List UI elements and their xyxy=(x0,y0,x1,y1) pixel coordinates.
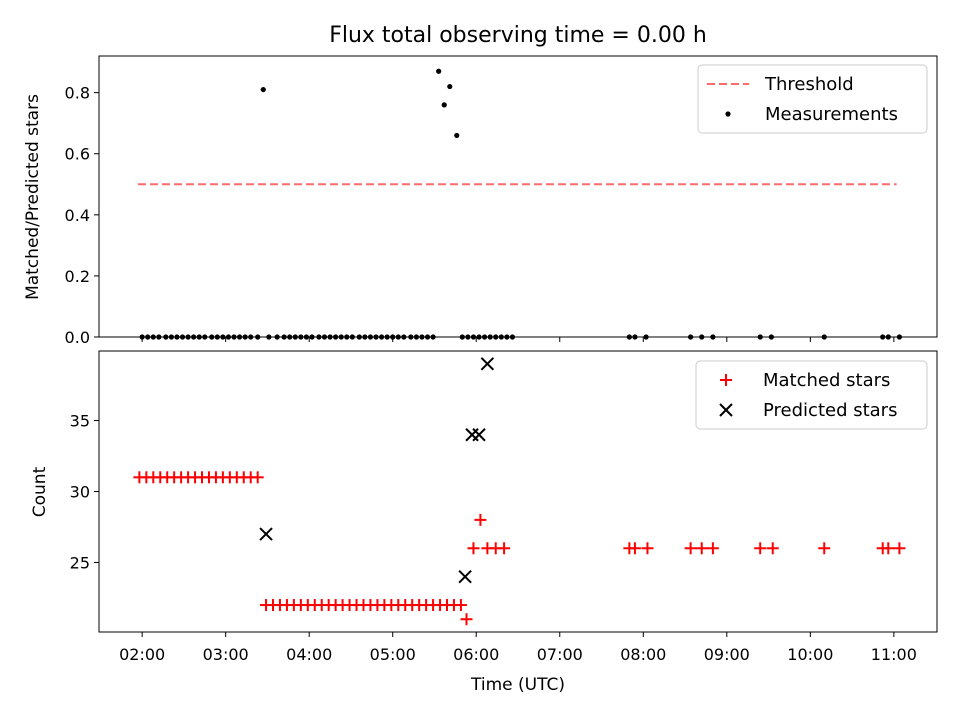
y-tick-label-bottom: 35 xyxy=(70,412,90,431)
y-tick-label-top: 0.0 xyxy=(65,328,90,347)
x-tick-label: 07:00 xyxy=(537,645,583,664)
legend-bottom: Matched stars Predicted stars xyxy=(695,360,928,430)
predicted-star-marker xyxy=(480,357,495,371)
matched-star-marker xyxy=(641,542,654,555)
x-tick-label: 04:00 xyxy=(286,645,332,664)
predicted-star-marker xyxy=(458,569,472,584)
legend-matched-label: Matched stars xyxy=(763,370,890,391)
legend-measurements-label: Measurements xyxy=(765,104,898,125)
matched-star-marker xyxy=(251,471,264,484)
predicted-star-marker xyxy=(259,527,273,541)
x-tick-label: 06:00 xyxy=(453,645,499,664)
matched-star-marker xyxy=(474,513,487,526)
measurement-point xyxy=(447,83,453,90)
matched-star-marker xyxy=(695,542,708,555)
matched-star-marker xyxy=(818,542,831,555)
y-tick-label-bottom: 30 xyxy=(70,483,90,502)
x-tick-label: 05:00 xyxy=(370,645,416,664)
matched-star-marker xyxy=(460,613,473,626)
y-tick-label-top: 0.6 xyxy=(65,145,90,164)
x-tick-label: 10:00 xyxy=(787,645,833,664)
matched-star-marker xyxy=(467,542,480,555)
panel-ratio: Flux total observing time = 0.00 h Match… xyxy=(23,23,938,347)
matched-star-marker xyxy=(882,542,895,555)
legend-threshold-label: Threshold xyxy=(764,74,854,95)
matched-star-marker xyxy=(754,542,767,555)
predicted-star-marker xyxy=(472,428,486,442)
matched-star-marker xyxy=(684,542,697,555)
matched-star-marker xyxy=(706,542,719,555)
legend-matched-swatch xyxy=(720,374,732,386)
legend-box-top xyxy=(697,64,928,134)
panel-counts: Count Time (UTC) 25 30 35 02:00 03:00 04:00 05… xyxy=(30,350,938,695)
legend-measurements-swatch xyxy=(725,111,731,117)
x-tick-label: 03:00 xyxy=(203,645,249,664)
matched-star-marker xyxy=(454,599,467,612)
y-axis-label-bottom: Count xyxy=(30,466,50,517)
legend-predicted-label: Predicted stars xyxy=(763,400,897,421)
y-tick-label-top: 0.2 xyxy=(65,267,90,286)
x-tick-label: 08:00 xyxy=(620,645,666,664)
legend-predicted-swatch xyxy=(719,403,733,417)
matched-star-marker xyxy=(893,542,906,555)
x-tick-label: 02:00 xyxy=(119,645,165,664)
plot-frame-top xyxy=(98,55,938,338)
matched-star-marker xyxy=(498,542,511,555)
x-tick-label: 09:00 xyxy=(704,645,750,664)
y-tick-label-top: 0.4 xyxy=(65,206,90,225)
measurement-point xyxy=(436,68,442,74)
y-tick-label-bottom: 25 xyxy=(70,553,90,572)
predicted-star-marker xyxy=(465,428,479,442)
y-tick-label-top: 0.8 xyxy=(65,84,90,103)
measurement-point xyxy=(260,86,266,93)
x-tick-label: 11:00 xyxy=(871,645,917,664)
measurement-point xyxy=(454,132,460,139)
chart-title: Flux total observing time = 0.00 h xyxy=(329,23,707,48)
matched-star-marker xyxy=(766,542,779,555)
matched-star-marker xyxy=(628,542,641,555)
y-axis-label-top: Matched/Predicted stars xyxy=(23,94,43,300)
x-axis-label: Time (UTC) xyxy=(470,675,565,695)
measurement-point xyxy=(441,102,447,108)
legend-box-bottom xyxy=(695,360,928,430)
legend-top: Threshold Measurements xyxy=(697,64,928,134)
